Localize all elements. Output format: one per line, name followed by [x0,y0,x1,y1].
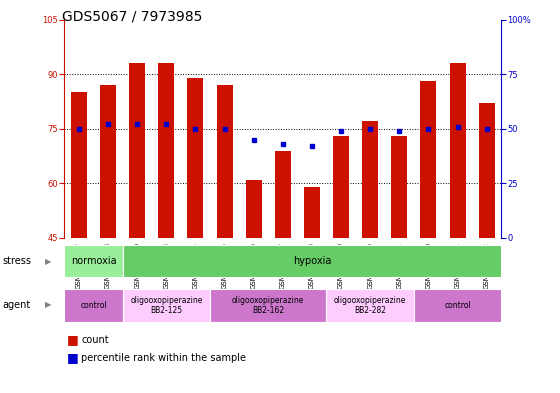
FancyBboxPatch shape [326,289,414,322]
Text: agent: agent [3,299,31,310]
Text: percentile rank within the sample: percentile rank within the sample [81,353,246,363]
Text: oligooxopiperazine
BB2-162: oligooxopiperazine BB2-162 [232,296,305,315]
Text: ■: ■ [67,351,79,364]
Bar [450,63,465,238]
Text: oligooxopiperazine
BB2-282: oligooxopiperazine BB2-282 [334,296,407,315]
Bar [246,180,262,238]
Text: hypoxia: hypoxia [293,256,331,266]
FancyBboxPatch shape [123,245,501,277]
Bar [71,92,87,238]
Text: control: control [80,301,107,310]
Bar [275,151,291,238]
Text: oligooxopiperazine
BB2-125: oligooxopiperazine BB2-125 [130,296,203,315]
Bar [333,136,349,238]
Text: ▶: ▶ [45,257,52,266]
FancyBboxPatch shape [210,289,326,322]
FancyBboxPatch shape [64,289,123,322]
Text: normoxia: normoxia [71,256,116,266]
Text: control: control [444,301,471,310]
Bar [362,121,378,238]
Text: ■: ■ [67,333,79,347]
Bar [129,63,145,238]
Bar [100,85,116,238]
Bar [391,136,407,238]
Bar [217,85,232,238]
Bar [158,63,174,238]
FancyBboxPatch shape [414,289,501,322]
FancyBboxPatch shape [64,245,123,277]
Text: GDS5067 / 7973985: GDS5067 / 7973985 [62,10,202,24]
FancyBboxPatch shape [123,289,210,322]
Bar [479,103,494,238]
Text: ▶: ▶ [45,300,52,309]
Bar [304,187,320,238]
Text: stress: stress [3,256,32,266]
Bar [421,81,436,238]
Text: count: count [81,335,109,345]
Bar [188,78,203,238]
